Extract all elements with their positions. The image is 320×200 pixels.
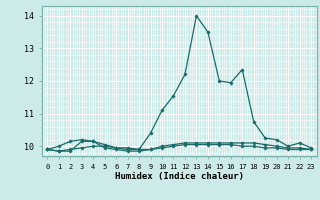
X-axis label: Humidex (Indice chaleur): Humidex (Indice chaleur) bbox=[115, 172, 244, 181]
